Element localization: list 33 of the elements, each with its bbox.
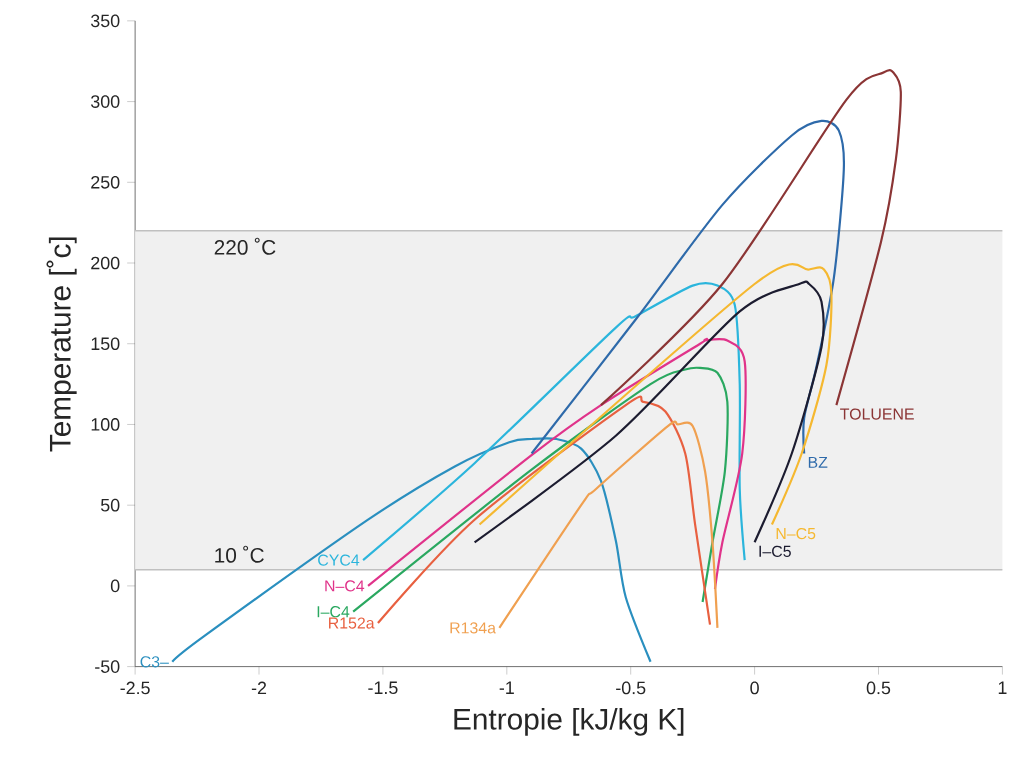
- y-tick-label: -50: [95, 660, 120, 673]
- ref-line-label: 220 ˚C: [214, 237, 276, 255]
- x-axis-title: Entropie [kJ/kg K]: [454, 707, 684, 736]
- x-tick-label: -1: [499, 681, 514, 694]
- y-axis-title: Temperature [˚c]: [46, 237, 77, 452]
- series-label: BZ: [808, 456, 828, 468]
- series-label: R152a: [329, 617, 375, 629]
- line-series: [599, 70, 902, 407]
- x-tick-label: 0.5: [866, 681, 891, 695]
- series-label: N–C5: [776, 527, 816, 540]
- series-label: I–C4: [317, 606, 350, 618]
- y-tick-label: 200: [91, 256, 120, 270]
- y-tick-label: 150: [91, 337, 120, 351]
- x-tick-label: -2.5: [120, 681, 150, 695]
- y-tick-label: 50: [100, 498, 120, 512]
- series-label: C3–: [140, 656, 169, 668]
- x-tick-label: 0: [750, 681, 759, 695]
- series-label: TOLUENE: [840, 408, 914, 420]
- x-tick-label: -2: [251, 681, 267, 695]
- series-label: I–C5: [759, 545, 791, 557]
- series-label: N–C4: [325, 580, 365, 592]
- x-tick-label: -1.5: [368, 681, 398, 695]
- series-label: R134a: [450, 622, 496, 634]
- y-tick-label: 0: [110, 579, 120, 593]
- y-tick-label: 250: [91, 175, 120, 189]
- series-label: CYC4: [318, 554, 360, 566]
- y-tick-label: 350: [90, 14, 120, 28]
- ref-line-label: 10 ˚C: [215, 545, 264, 563]
- line-series: [171, 437, 652, 663]
- x-tick-label: 1: [998, 681, 1007, 694]
- y-tick-label: 300: [90, 95, 120, 108]
- x-tick-label: -0.5: [616, 681, 646, 695]
- y-tick-label: 100: [91, 418, 120, 431]
